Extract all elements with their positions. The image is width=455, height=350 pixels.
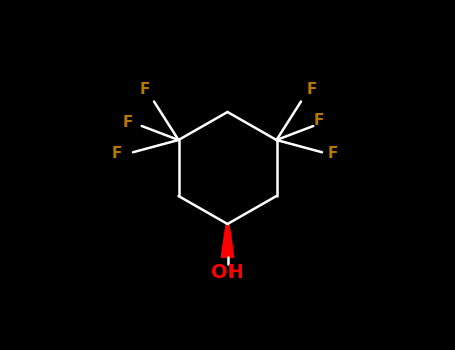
Text: F: F xyxy=(327,147,338,161)
Text: F: F xyxy=(306,82,317,97)
Text: F: F xyxy=(140,82,151,97)
Text: OH: OH xyxy=(211,264,244,282)
Text: F: F xyxy=(112,147,122,161)
Text: F: F xyxy=(122,115,133,130)
Text: F: F xyxy=(313,113,324,128)
Polygon shape xyxy=(221,224,234,257)
